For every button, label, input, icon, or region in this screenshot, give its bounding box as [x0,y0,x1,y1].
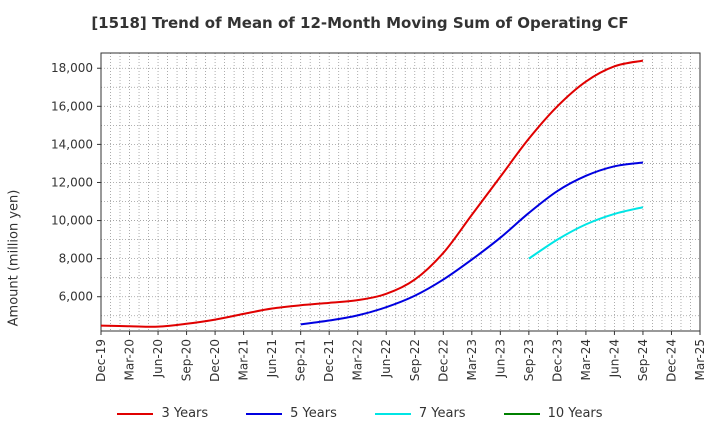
legend-swatch [246,412,283,415]
plot-frame [100,52,701,332]
x-tick-label: Mar-21 [237,339,251,380]
x-tick-label: Mar-24 [579,339,593,380]
legend-label: 10 Years [547,406,603,421]
legend-item: 3 Years [117,406,208,421]
legend-item: 10 Years [503,406,603,421]
x-tick-label: Dec-23 [550,339,564,382]
x-tick-label: Dec-20 [208,339,222,382]
legend-label: 7 Years [418,406,466,421]
x-tick-label: Mar-25 [693,339,707,380]
legend-swatch [117,412,154,415]
x-tick-label: Mar-23 [465,339,479,380]
x-tick-label: Jun-20 [151,339,165,378]
legend-swatch [374,412,411,415]
x-tick-label: Sep-20 [180,339,194,381]
legend-label: 5 Years [290,406,337,421]
x-tick-label: Mar-22 [351,339,365,380]
legend-item: 7 Years [374,406,466,421]
plot-area [101,53,700,331]
y-tick-label: 6,000 [59,290,93,304]
x-tick-label: Sep-24 [636,339,650,381]
series-line-5-years [300,161,644,326]
legend-item: 5 Years [246,406,337,421]
x-tick-label: Dec-24 [664,339,678,382]
y-tick-label: 8,000 [59,252,93,266]
y-tick-label: 16,000 [51,99,93,113]
y-tick-label: 12,000 [51,175,93,189]
y-tick-label: 10,000 [51,214,93,228]
legend-label: 3 Years [161,406,209,421]
x-tick-label: Jun-21 [265,339,279,378]
y-tick-label: 14,000 [51,137,93,151]
legend-swatch [503,412,540,415]
series-line-7-years [528,206,644,260]
x-tick-label: Dec-21 [322,339,336,382]
x-tick-label: Dec-19 [94,339,108,382]
series-line-3-years [100,59,644,328]
x-tick-label: Jun-22 [379,339,393,378]
x-tick-label: Sep-21 [294,339,308,381]
x-tick-label: Jun-23 [493,339,507,378]
x-tick-label: Dec-22 [436,339,450,382]
x-tick-label: Mar-20 [123,339,137,380]
y-tick-label: 18,000 [51,61,93,75]
legend: 3 Years 5 Years 7 Years 10 Years [0,406,720,421]
x-tick-label: Jun-24 [607,339,621,378]
chart-title: [1518] Trend of Mean of 12-Month Moving … [91,14,629,32]
x-tick-label: Sep-22 [408,339,422,381]
x-tick-label: Sep-23 [522,339,536,381]
